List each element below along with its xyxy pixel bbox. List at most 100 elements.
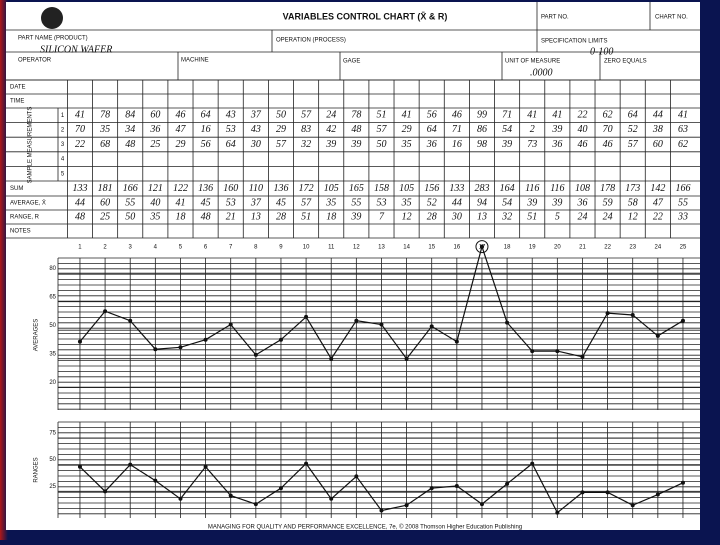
text: 5 bbox=[61, 171, 65, 177]
text: 6 bbox=[204, 245, 208, 251]
text: 160 bbox=[223, 183, 238, 194]
data-point bbox=[228, 493, 233, 498]
data-point bbox=[630, 313, 635, 317]
data-point bbox=[329, 496, 334, 501]
text: 50 bbox=[376, 139, 386, 150]
text: 70 bbox=[75, 124, 85, 135]
text: 136 bbox=[198, 183, 213, 194]
text: 38 bbox=[652, 124, 663, 135]
text: 40 bbox=[577, 124, 587, 135]
data-point bbox=[680, 480, 685, 485]
text: 53 bbox=[376, 197, 386, 208]
text: 24 bbox=[326, 110, 336, 121]
data-point bbox=[605, 311, 610, 316]
text: 164 bbox=[500, 183, 515, 194]
text: 41 bbox=[527, 110, 537, 121]
text: 4 bbox=[154, 245, 158, 251]
text: 35 bbox=[49, 351, 56, 357]
data-point bbox=[354, 318, 359, 323]
text: 156 bbox=[424, 183, 439, 194]
text: 108 bbox=[575, 183, 590, 194]
data-point bbox=[203, 464, 208, 469]
data-point bbox=[304, 461, 309, 466]
text: 9 bbox=[279, 245, 283, 251]
text: 37 bbox=[250, 197, 262, 208]
text: 18 bbox=[326, 211, 336, 222]
text: 11 bbox=[328, 245, 335, 251]
text: 39 bbox=[526, 197, 537, 208]
text: 39 bbox=[551, 124, 562, 135]
text: 48 bbox=[201, 211, 211, 222]
text: 48 bbox=[75, 211, 85, 222]
text: 68 bbox=[100, 139, 110, 150]
text: PART NO. bbox=[541, 15, 569, 21]
text: 45 bbox=[201, 197, 211, 208]
text: 73 bbox=[527, 139, 537, 150]
text: 56 bbox=[201, 139, 211, 150]
data-point bbox=[454, 484, 459, 488]
text: 1 bbox=[78, 245, 82, 251]
text: 122 bbox=[173, 183, 188, 194]
data-point bbox=[555, 349, 560, 354]
text: 57 bbox=[628, 139, 639, 150]
data-point bbox=[580, 490, 585, 495]
text: 39 bbox=[551, 197, 562, 208]
text: 71 bbox=[502, 110, 512, 121]
text: 64 bbox=[226, 139, 236, 150]
text: 3 bbox=[129, 245, 133, 251]
data-point bbox=[77, 464, 82, 469]
text: 2 bbox=[61, 127, 65, 133]
text: AVERAGE, X̄ bbox=[10, 200, 46, 207]
text: 35 bbox=[149, 211, 160, 222]
text: 55 bbox=[351, 197, 361, 208]
data-point bbox=[278, 486, 283, 491]
text: 50 bbox=[49, 457, 56, 463]
text: 57 bbox=[376, 124, 387, 135]
text: 44 bbox=[75, 197, 85, 208]
text: 50 bbox=[49, 323, 56, 329]
text: 37 bbox=[250, 110, 262, 121]
text: .0000 bbox=[530, 67, 553, 78]
text: 14 bbox=[403, 245, 410, 251]
text: OPERATOR bbox=[18, 58, 52, 64]
text: 56 bbox=[427, 110, 437, 121]
text: 7 bbox=[379, 211, 385, 222]
text: 50 bbox=[276, 110, 286, 121]
text: 60 bbox=[150, 110, 160, 121]
data-point bbox=[404, 503, 409, 508]
data-point bbox=[103, 309, 108, 314]
text: 83 bbox=[301, 124, 311, 135]
data-point bbox=[429, 324, 434, 329]
text: 25 bbox=[680, 245, 687, 251]
text: 13 bbox=[378, 245, 385, 251]
text: 16 bbox=[452, 139, 462, 150]
form bbox=[6, 2, 700, 530]
data-point bbox=[580, 354, 585, 359]
text: 23 bbox=[629, 245, 636, 251]
text: 53 bbox=[226, 197, 236, 208]
text: 39 bbox=[350, 139, 361, 150]
text: 55 bbox=[125, 197, 135, 208]
text: 24 bbox=[603, 211, 613, 222]
text: 36 bbox=[149, 124, 160, 135]
text: 35 bbox=[401, 139, 412, 150]
text: 57 bbox=[301, 110, 312, 121]
text: 45 bbox=[276, 197, 286, 208]
data-point bbox=[178, 496, 183, 501]
text: 94 bbox=[477, 197, 487, 208]
text: SAMPLE MEASUREMENTS bbox=[28, 107, 34, 184]
text: 30 bbox=[250, 139, 261, 150]
data-point bbox=[655, 492, 660, 497]
data-point bbox=[530, 349, 535, 354]
data-point bbox=[128, 318, 133, 323]
text: 166 bbox=[675, 183, 690, 194]
data-point bbox=[605, 490, 610, 495]
text: 59 bbox=[603, 197, 613, 208]
text: RANGE, R bbox=[10, 215, 40, 221]
text: SPECIFICATION LIMITS bbox=[541, 39, 608, 45]
text: 57 bbox=[301, 197, 312, 208]
text: 65 bbox=[49, 294, 56, 300]
text: 78 bbox=[100, 110, 110, 121]
text: 19 bbox=[529, 245, 536, 251]
text: 283 bbox=[474, 183, 489, 194]
